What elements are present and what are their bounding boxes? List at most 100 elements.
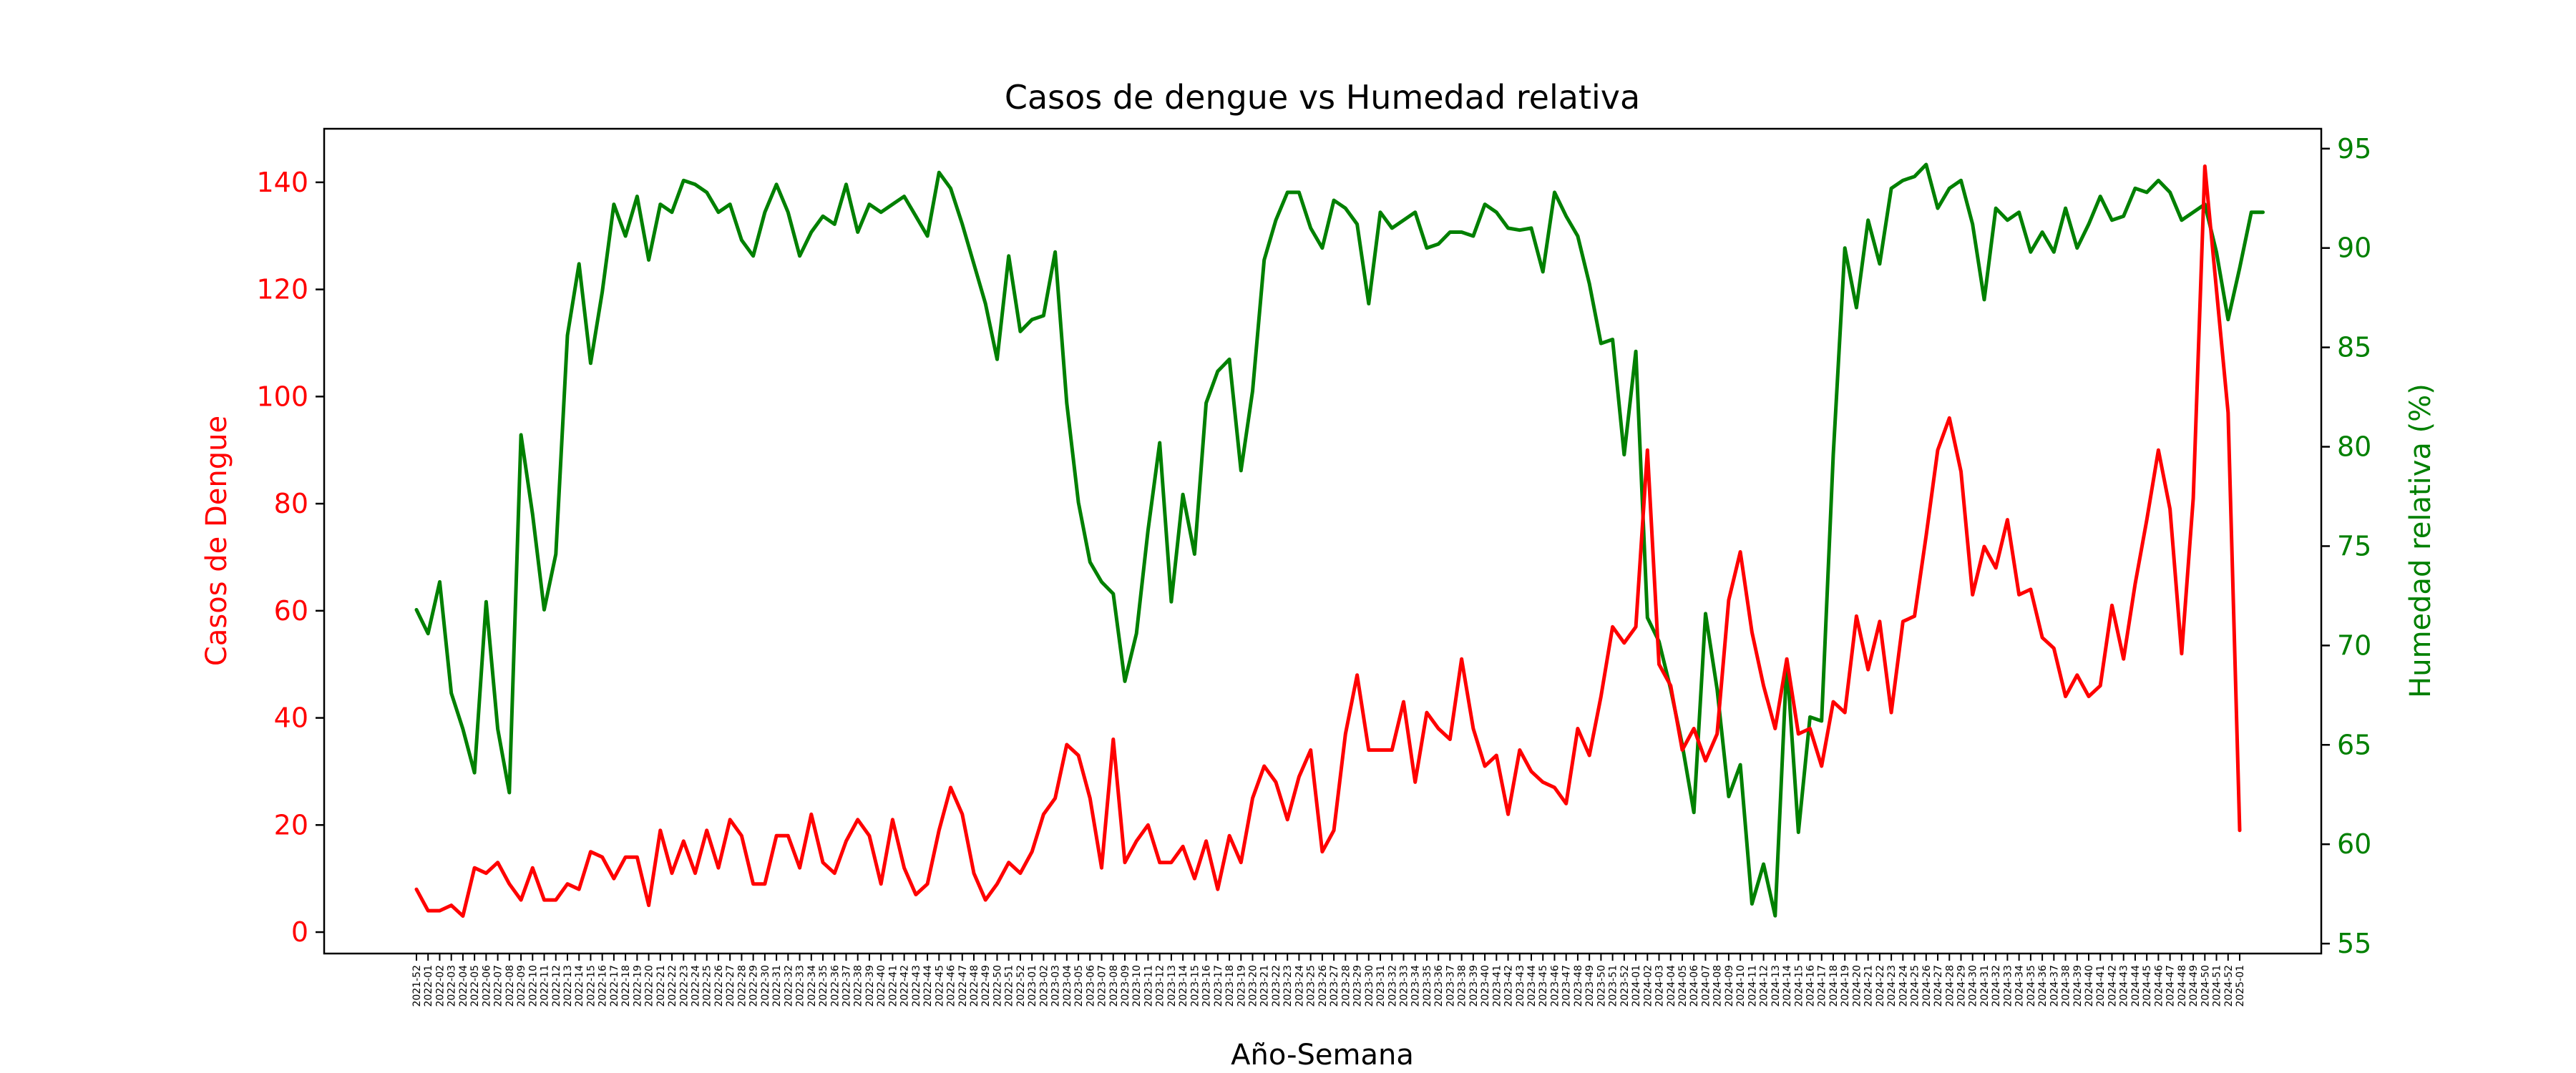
x-tick-label: 2023-44: [1526, 965, 1538, 1007]
x-tick-label: 2024-47: [2165, 965, 2177, 1007]
x-tick-label: 2022-52: [1015, 965, 1027, 1007]
x-tick-label: 2022-31: [771, 965, 783, 1007]
left-tick-label: 140: [256, 167, 308, 198]
x-tick-label: 2022-02: [435, 965, 447, 1007]
x-tick-label: 2022-41: [887, 965, 899, 1007]
x-tick-label: 2022-32: [783, 965, 794, 1007]
x-tick-label: 2024-03: [1654, 965, 1666, 1007]
x-tick-label: 2022-29: [748, 965, 760, 1007]
x-tick-label: 2024-52: [2223, 965, 2235, 1007]
x-tick-label: 2022-09: [516, 965, 527, 1007]
right-tick-label: 65: [2337, 729, 2371, 760]
x-tick-label: 2024-24: [1898, 965, 1909, 1007]
x-tick-label: 2022-15: [585, 965, 597, 1007]
x-tick-label: 2022-27: [725, 965, 736, 1007]
x-tick-label: 2023-40: [1480, 965, 1491, 1007]
x-tick-label: 2024-28: [1944, 965, 1956, 1007]
x-tick-label: 2025-01: [2235, 965, 2246, 1007]
x-tick-label: 2023-37: [1445, 965, 1456, 1007]
x-tick-label: 2022-26: [713, 965, 725, 1007]
x-tick-label: 2023-41: [1491, 965, 1503, 1007]
x-tick-label: 2022-35: [818, 965, 829, 1007]
x-tick-label: 2024-46: [2153, 965, 2165, 1007]
x-tick-label: 2024-22: [1875, 965, 1886, 1007]
x-tick-label: 2023-38: [1457, 965, 1468, 1007]
plot-frame: [323, 127, 2323, 955]
x-tick-label: 2024-35: [2026, 965, 2037, 1007]
x-tick-label: 2023-33: [1399, 965, 1410, 1007]
x-tick-label: 2021-52: [411, 965, 423, 1007]
left-tick-label: 100: [256, 381, 308, 412]
x-tick-label: 2023-06: [1085, 965, 1096, 1007]
right-tick-label: 85: [2337, 332, 2371, 363]
x-tick-label: 2023-32: [1387, 965, 1398, 1007]
x-tick-label: 2024-29: [1956, 965, 1968, 1007]
x-tick-label: 2023-19: [1236, 965, 1247, 1007]
series-line-casos: [414, 164, 2242, 918]
left-tick-label: 0: [291, 916, 308, 948]
x-tick-label: 2023-20: [1248, 965, 1259, 1007]
x-tick-label: 2024-10: [1735, 965, 1747, 1007]
x-tick-label: 2024-20: [1851, 965, 1863, 1007]
x-tick-label: 2024-39: [2072, 965, 2084, 1007]
x-tick-label: 2022-07: [493, 965, 504, 1007]
x-tick-label: 2024-43: [2119, 965, 2130, 1007]
x-tick-label: 2023-51: [1608, 965, 1619, 1007]
x-tick-label: 2023-47: [1561, 965, 1573, 1007]
x-tick-label: 2023-18: [1224, 965, 1236, 1007]
x-tick-label: 2023-27: [1329, 965, 1340, 1007]
x-tick-label: 2024-50: [2200, 965, 2211, 1007]
x-tick-label: 2023-25: [1306, 965, 1317, 1007]
x-tick-label: 2023-10: [1131, 965, 1143, 1007]
series-line-humedad: [414, 162, 2265, 918]
x-tick-label: 2023-28: [1340, 965, 1352, 1007]
x-tick-label: 2024-11: [1747, 965, 1758, 1007]
x-tick-label: 2022-12: [551, 965, 562, 1007]
x-tick-label: 2023-31: [1375, 965, 1387, 1007]
left-axis: 0 20 40 60 80 100 120 140: [256, 167, 324, 948]
x-tick-label: 2023-07: [1097, 965, 1108, 1007]
x-tick-label: 2023-08: [1108, 965, 1120, 1007]
x-tick-label: 2023-42: [1503, 965, 1515, 1007]
x-tick-label: 2023-34: [1410, 965, 1422, 1007]
x-tick-label: 2023-12: [1155, 965, 1166, 1007]
left-tick-label: 20: [274, 809, 308, 841]
x-tick-label: 2023-05: [1073, 965, 1085, 1007]
right-tick-label: 55: [2337, 928, 2371, 959]
x-tick-label: 2022-19: [632, 965, 643, 1007]
x-tick-label: 2023-49: [1584, 965, 1596, 1007]
x-tick-label: 2024-45: [2142, 965, 2153, 1007]
x-tick-label: 2024-26: [1921, 965, 1933, 1007]
x-tick-label: 2022-14: [574, 965, 585, 1007]
x-tick-label: 2023-29: [1352, 965, 1364, 1007]
x-tick-label: 2024-15: [1793, 965, 1805, 1007]
x-tick-label: 2024-37: [2049, 965, 2060, 1007]
x-tick-label: 2022-18: [620, 965, 632, 1007]
x-tick-label: 2022-43: [911, 965, 922, 1007]
x-tick-label: 2022-16: [597, 965, 609, 1007]
x-tick-label: 2022-34: [806, 965, 818, 1007]
x-tick-label: 2024-32: [1991, 965, 2002, 1007]
x-tick-label: 2024-33: [2002, 965, 2014, 1007]
x-tick-label: 2022-45: [934, 965, 945, 1007]
x-tick-label: 2022-46: [946, 965, 957, 1007]
x-tick-label: 2024-01: [1631, 965, 1642, 1007]
x-tick-label: 2023-13: [1166, 965, 1178, 1007]
x-tick-label: 2023-48: [1573, 965, 1584, 1007]
x-tick-label: 2022-25: [702, 965, 713, 1007]
right-tick-label: 60: [2337, 828, 2371, 860]
x-tick-label: 2024-34: [2014, 965, 2026, 1007]
x-tick-label: 2024-18: [1828, 965, 1840, 1007]
x-tick-label: 2022-40: [876, 965, 887, 1007]
x-tick-label: 2024-08: [1712, 965, 1724, 1007]
x-tick-label: 2022-38: [853, 965, 864, 1007]
x-tick-label: 2022-50: [992, 965, 1004, 1007]
x-tick-label: 2022-03: [447, 965, 458, 1007]
x-tick-label: 2022-28: [736, 965, 748, 1007]
x-tick-label: 2024-38: [2061, 965, 2072, 1007]
x-axis: 2021-52 2022-01 2022-02 2022-03 2022-04 2022-…: [411, 954, 2246, 1007]
x-tick-label: 2023-14: [1178, 965, 1189, 1007]
x-tick-label: 2024-51: [2212, 965, 2223, 1007]
x-tick-label: 2022-01: [423, 965, 434, 1007]
